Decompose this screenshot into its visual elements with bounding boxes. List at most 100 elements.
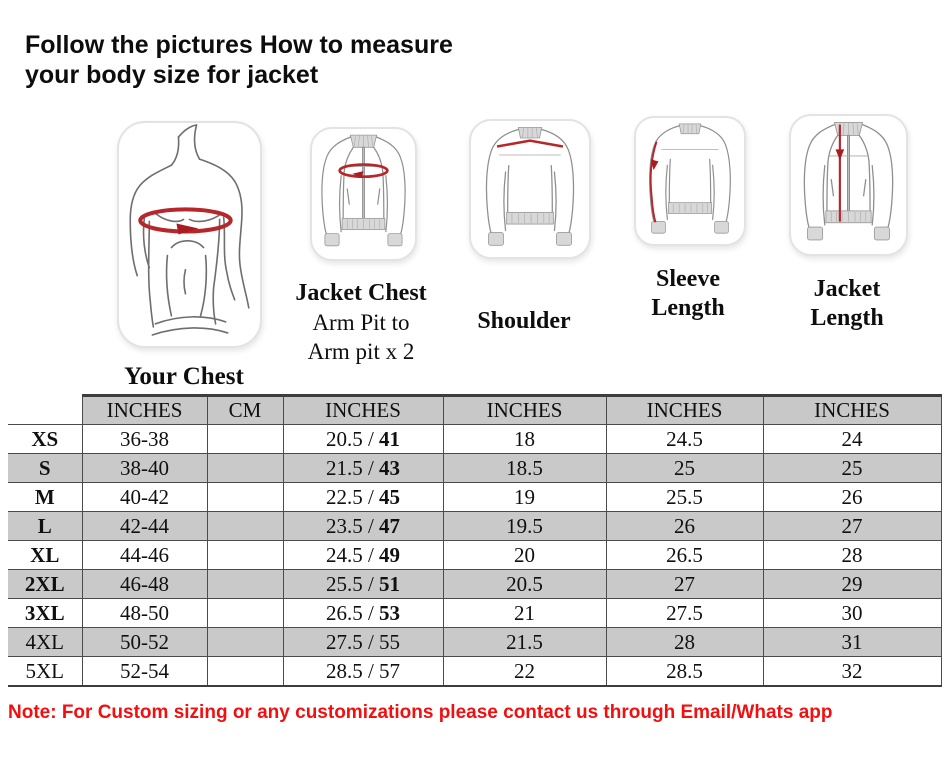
page-title-line1: Follow the pictures How to measure: [25, 31, 453, 59]
chest-cm-cell: [206, 453, 284, 483]
figure-card-sleeve-length: [634, 116, 746, 246]
torso-chest-illustration: [129, 124, 250, 336]
sleeve-cell: 28.5: [605, 656, 764, 687]
sleeve-cell: 27.5: [605, 598, 764, 628]
length-cell: 27: [762, 511, 942, 541]
size-row-3xl: 3XL 48-50 26.5 / 53 21 27.5 30: [8, 598, 942, 628]
jacket-chest-cell: 28.5 / 57: [282, 656, 444, 687]
chest-inches-cell: 42-44: [81, 511, 208, 541]
length-header: INCHES: [762, 394, 942, 425]
size-table-body: XS 36-38 20.5 / 41 18 24.5 24 S 38-40 21.5 / 43 1…: [8, 424, 942, 687]
length-cell: 31: [762, 627, 942, 657]
jacket-chest-caption: Jacket Chest Arm Pit to Arm pit x 2: [283, 279, 439, 366]
sleeve-length-caption: Sleeve Length: [651, 266, 725, 321]
chest-inches-cell: 40-42: [81, 482, 208, 512]
measure-arrowhead-icon: [352, 171, 364, 178]
chest-inches-cell: 46-48: [81, 569, 208, 599]
figure-card-jacket-chest: [310, 127, 417, 261]
length-cell: 26: [762, 482, 942, 512]
page-title-line2: your body size for jacket: [25, 61, 319, 89]
measure-arrowhead-icon: [835, 149, 845, 161]
shoulder-cell: 19: [442, 482, 607, 512]
size-label-cell: S: [8, 453, 83, 483]
shoulder-cell: 20.5: [442, 569, 607, 599]
size-table: INCHES CM INCHES INCHES INCHES INCHES XS…: [8, 394, 942, 687]
length-cell: 24: [762, 424, 942, 454]
sleeve-measure-line: [649, 141, 658, 223]
size-row-xl: XL 44-46 24.5 / 49 20 26.5 28: [8, 540, 942, 570]
jacket-front-length-illustration: [803, 122, 894, 241]
figure-card-jacket-length: [789, 114, 908, 256]
chest-cm-cell: [206, 511, 284, 541]
chest-cm-cell: [206, 598, 284, 628]
sleeve-header: INCHES: [605, 394, 764, 425]
shoulder-measure-line: [496, 139, 564, 148]
sleeve-cell: 26: [605, 511, 764, 541]
chest-cm-cell: [206, 656, 284, 687]
length-cell: 32: [762, 656, 942, 687]
chest-cm-cell: [206, 569, 284, 599]
size-row-m: M 40-42 22.5 / 45 19 25.5 26: [8, 482, 942, 512]
sleeve-cell: 25.5: [605, 482, 764, 512]
size-label-cell: XS: [8, 424, 83, 454]
size-label-cell: 2XL: [8, 569, 83, 599]
shoulder-caption: Shoulder: [477, 308, 571, 334]
jacket-chest-cell: 22.5 / 45: [282, 482, 444, 512]
measure-arrowhead-icon: [176, 223, 199, 235]
jacket-chest-cell: 23.5 / 47: [282, 511, 444, 541]
jacket-chest-measure-ellipse: [338, 163, 389, 179]
jacket-back-sleeve-illustration: [649, 123, 731, 234]
size-row-2xl: 2XL 46-48 25.5 / 51 20.5 27 29: [8, 569, 942, 599]
shoulder-cell: 18: [442, 424, 607, 454]
size-row-s: S 38-40 21.5 / 43 18.5 25 25: [8, 453, 942, 483]
shoulder-cell: 20: [442, 540, 607, 570]
shoulder-cell: 19.5: [442, 511, 607, 541]
size-row-5xl: 5XL 52-54 28.5 / 57 22 28.5 32: [8, 656, 942, 687]
jacket-chest-cell: 20.5 / 41: [282, 424, 444, 454]
chest-inches-cell: 48-50: [81, 598, 208, 628]
chest-cm-header: CM: [206, 394, 284, 425]
jacket-chest-cell: 27.5 / 55: [282, 627, 444, 657]
size-label-cell: 3XL: [8, 598, 83, 628]
size-label-cell: 5XL: [8, 656, 83, 687]
jacket-chest-caption-sub2: Arm pit x 2: [307, 339, 415, 364]
shoulder-header: INCHES: [442, 394, 607, 425]
length-cell: 30: [762, 598, 942, 628]
jacket-chest-caption-sub1: Arm Pit to: [312, 310, 410, 335]
jacket-back-shoulder-illustration: [485, 126, 575, 246]
jacket-chest-cell: 24.5 / 49: [282, 540, 444, 570]
sleeve-cell: 24.5: [605, 424, 764, 454]
length-cell: 29: [762, 569, 942, 599]
shoulder-cell: 21: [442, 598, 607, 628]
size-label-cell: XL: [8, 540, 83, 570]
chest-cm-cell: [206, 627, 284, 657]
size-row-4xl: 4XL 50-52 27.5 / 55 21.5 28 31: [8, 627, 942, 657]
length-cell: 25: [762, 453, 942, 483]
figure-card-shoulder: [469, 119, 591, 259]
jacket-front-chest-illustration: [321, 134, 406, 247]
shoulder-cell: 18.5: [442, 453, 607, 483]
sleeve-cell: 27: [605, 569, 764, 599]
size-row-l: L 42-44 23.5 / 47 19.5 26 27: [8, 511, 942, 541]
size-label-cell: L: [8, 511, 83, 541]
chest-inches-header: INCHES: [81, 394, 208, 425]
size-table-header-row: INCHES CM INCHES INCHES INCHES INCHES: [8, 394, 942, 425]
chest-inches-cell: 52-54: [81, 656, 208, 687]
size-row-xs: XS 36-38 20.5 / 41 18 24.5 24: [8, 424, 942, 454]
figure-card-your-chest: [117, 121, 262, 348]
chest-inches-cell: 44-46: [81, 540, 208, 570]
jacket-length-caption: Jacket Length: [810, 276, 884, 331]
chest-inches-cell: 50-52: [81, 627, 208, 657]
chest-inches-cell: 36-38: [81, 424, 208, 454]
chest-cm-cell: [206, 482, 284, 512]
chest-cm-cell: [206, 424, 284, 454]
shoulder-cell: 21.5: [442, 627, 607, 657]
size-label-cell: M: [8, 482, 83, 512]
jacket-chest-cell: 26.5 / 53: [282, 598, 444, 628]
sleeve-cell: 25: [605, 453, 764, 483]
chest-inches-cell: 38-40: [81, 453, 208, 483]
jacket-chest-caption-title: Jacket Chest: [295, 280, 427, 306]
jacket-chest-cell: 25.5 / 51: [282, 569, 444, 599]
chest-cm-cell: [206, 540, 284, 570]
your-chest-caption: Your Chest: [124, 363, 244, 390]
